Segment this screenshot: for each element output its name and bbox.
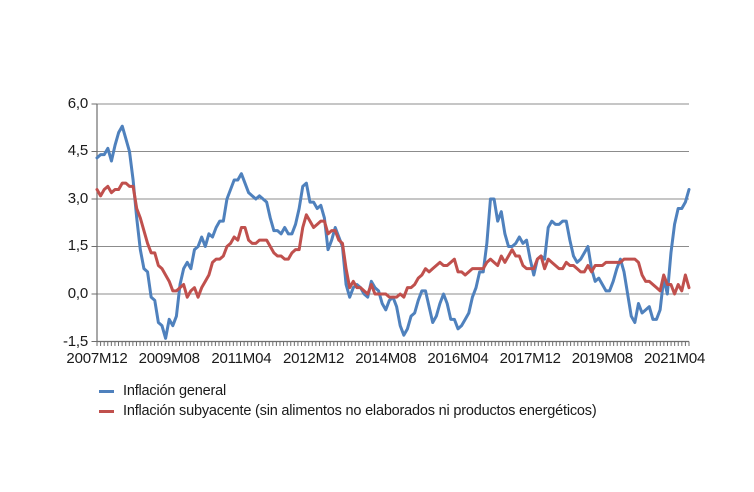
x-axis-tick-label: 2014M08 <box>355 350 417 367</box>
x-axis-tick-label: 2021M04 <box>643 350 706 367</box>
x-axis-tick-label: 2016M04 <box>427 350 489 367</box>
chart-legend: Inflación general Inflación subyacente (… <box>99 381 597 421</box>
y-axis-tick-label: 1,5 <box>67 237 88 255</box>
x-axis-tick-label: 2011M04 <box>211 350 272 367</box>
legend-item-inflacion-subyacente: Inflación subyacente (sin alimentos no e… <box>99 401 597 421</box>
y-axis-tick-label: -1,5 <box>62 332 88 350</box>
y-axis-tick-label: 3,0 <box>67 189 88 207</box>
series-line-inflacion-general <box>95 124 691 340</box>
legend-item-inflacion-general: Inflación general <box>99 381 596 401</box>
series-line-inflacion-subyacente <box>95 181 691 299</box>
y-axis-tick-label: 0,0 <box>67 285 88 302</box>
x-axis-tick-label: 2019M08 <box>571 350 633 367</box>
legend-swatch-subyacente-icon <box>99 409 114 413</box>
x-axis-tick-label: 2012M12 <box>283 350 345 367</box>
x-axis-tick-label: 2009M08 <box>138 350 200 367</box>
y-axis-tick-label: 6,0 <box>67 94 88 112</box>
legend-label-subyacente: Inflación subyacente (sin alimentos no e… <box>123 403 597 419</box>
x-axis-tick-label: 2007M12 <box>66 350 128 367</box>
y-axis-tick-label: 4,5 <box>67 142 88 160</box>
x-axis-tick-label: 2017M12 <box>499 350 561 367</box>
legend-label-general: Inflación general <box>123 383 227 399</box>
legend-swatch-general-icon <box>99 389 114 393</box>
